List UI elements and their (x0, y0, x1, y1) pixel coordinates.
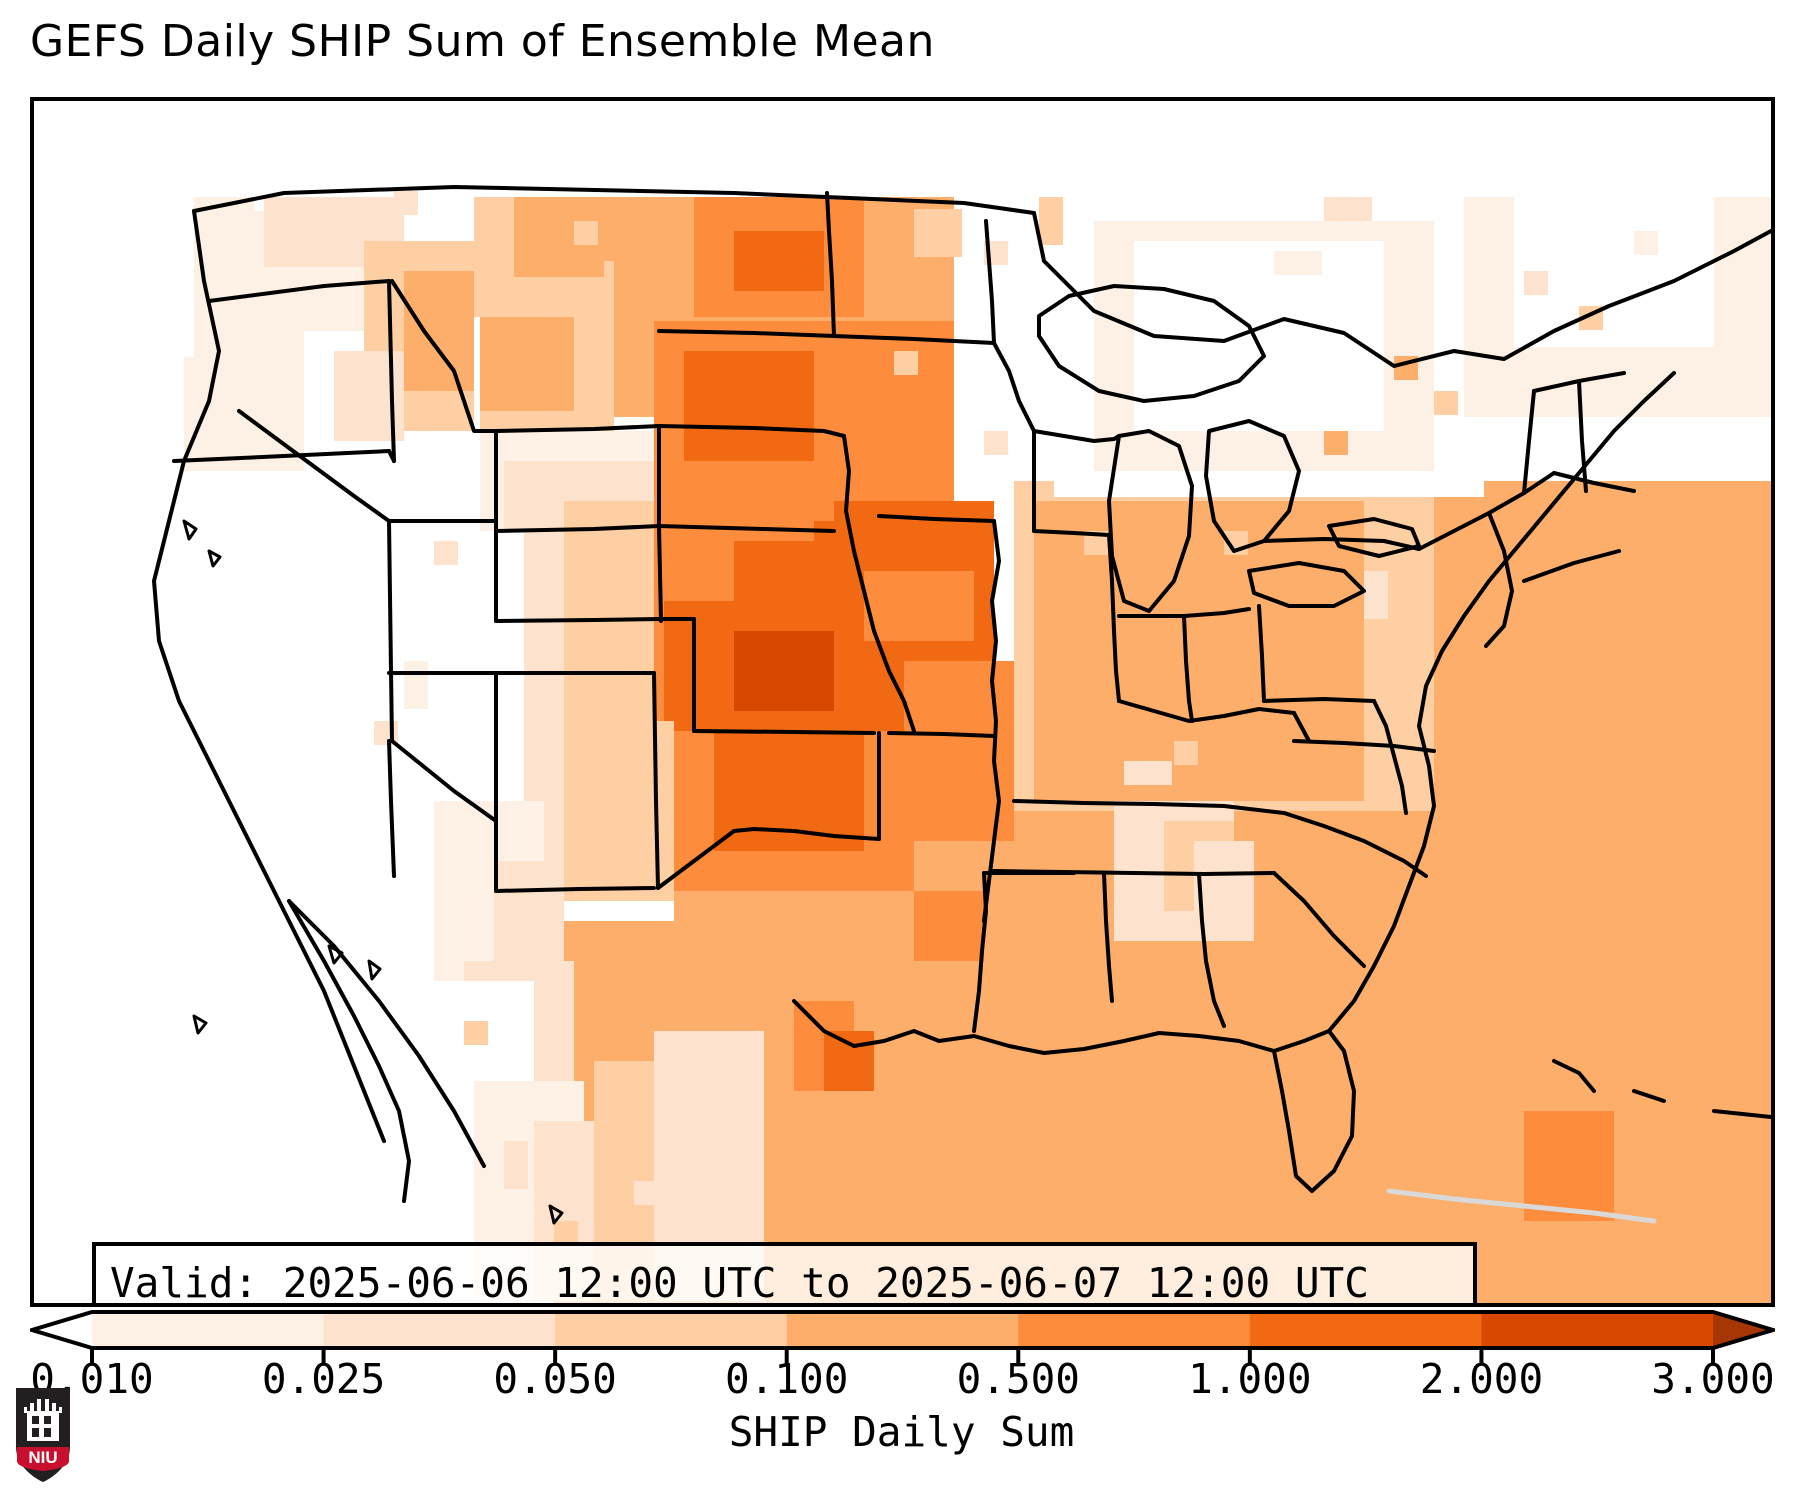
map-panel: Valid: 2025-06-06 12:00 UTC to 2025-06-0… (30, 97, 1775, 1307)
colorbar-outline (30, 1310, 1775, 1364)
colorbar-tick-label: 1.000 (1188, 1355, 1312, 1403)
lake-ontario (1327, 517, 1421, 558)
logo-castle-windows (32, 1416, 51, 1437)
colorbar-tick-label: 0.025 (261, 1355, 386, 1403)
valid-time-line: Valid: 2025-06-06 12:00 UTC to 2025-06-0… (110, 1259, 1369, 1307)
colorbar-tick-label: 2.000 (1419, 1355, 1544, 1403)
colorbar-band (555, 1312, 788, 1348)
pacific-coast (152, 209, 386, 1143)
lake-erie (1247, 561, 1366, 608)
valid-run-info-box: Valid: 2025-06-06 12:00 UTC to 2025-06-0… (92, 1242, 1477, 1307)
colorbar-band (1249, 1312, 1483, 1348)
colorbar-axis-title: SHIP Daily Sum (728, 1408, 1075, 1456)
lake-huron (1204, 419, 1301, 553)
colorbar-bands (32, 1312, 1773, 1348)
lake-superior (1037, 284, 1266, 403)
logo-red-band (17, 1447, 69, 1471)
colorbar-band (1481, 1312, 1714, 1348)
colorbar (30, 1310, 1775, 1364)
colorbar-band (323, 1312, 556, 1348)
state-border-wa-or (207, 279, 391, 303)
colorbar-tick-label: 3.000 (1651, 1355, 1775, 1403)
colorbar-tick-labels: 0.010 0.025 0.050 0.100 0.500 1.000 2.000 3.000 (0, 1357, 1803, 1407)
colorbar-band (786, 1312, 1019, 1348)
colorbar-tick-label: 0.500 (956, 1355, 1080, 1403)
gulf-coast (792, 999, 1276, 1055)
colorbar-tick-label: 0.100 (724, 1355, 849, 1403)
colorbar-tick-label: 0.050 (493, 1355, 617, 1403)
niu-logo[interactable]: NIU (14, 1385, 72, 1485)
colorbar-under-arrow (32, 1312, 92, 1348)
colorbar-over-arrow (1713, 1312, 1773, 1348)
logo-text: NIU (28, 1448, 57, 1467)
page-title: GEFS Daily SHIP Sum of Ensemble Mean (30, 16, 935, 67)
geography-boundaries (152, 185, 1771, 1225)
us-canada-border (192, 185, 1036, 215)
colorbar-band (1018, 1312, 1251, 1348)
florida (1272, 1029, 1356, 1193)
colorbar-svg (30, 1310, 1775, 1364)
map-svg (34, 101, 1771, 1303)
colorbar-band (92, 1312, 325, 1348)
